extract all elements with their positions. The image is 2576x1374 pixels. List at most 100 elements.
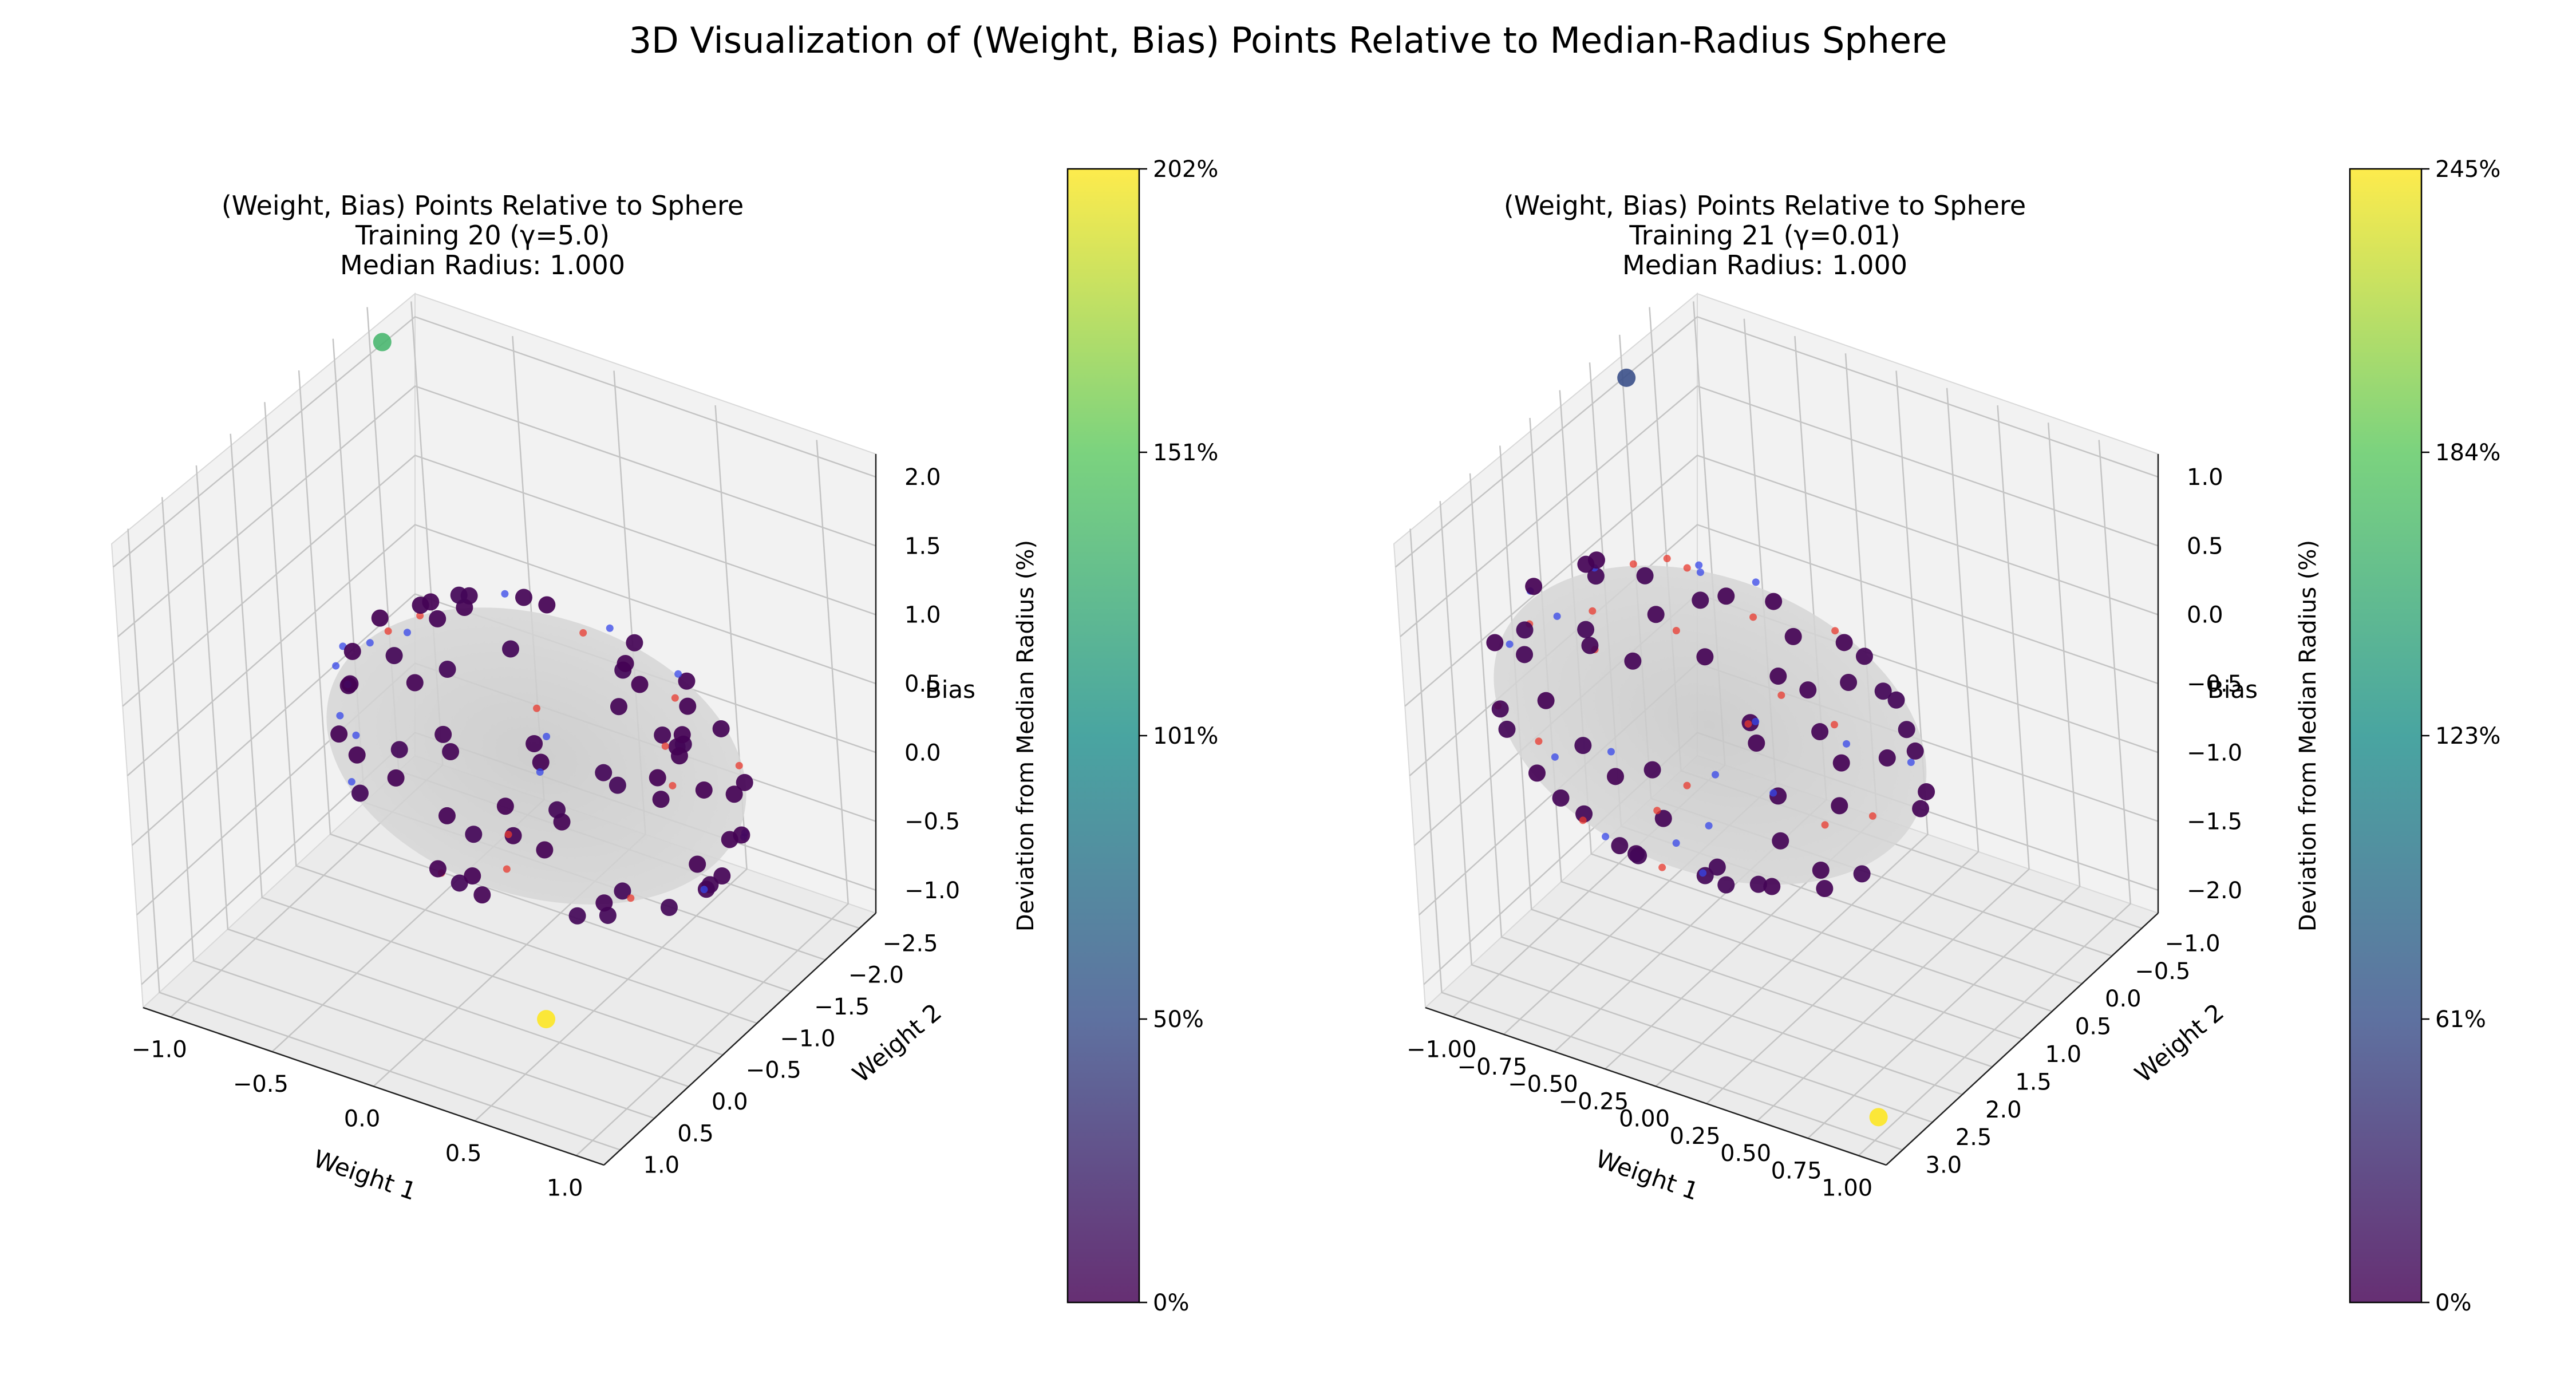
sphere-point [1551,753,1559,761]
sphere-point [390,741,408,759]
z-tick-label: −1.0 [2187,740,2242,766]
sphere-point [606,624,614,632]
sphere-point [1799,681,1817,699]
colorbar-tick-label: 202% [1153,156,1218,183]
x-tick-label: 0.00 [1619,1106,1670,1132]
sphere-point [1672,839,1680,847]
sphere-point [669,781,677,789]
y-tick-label: 0.5 [677,1120,714,1147]
x-axis-label: Weight 1 [310,1144,420,1206]
x-tick-label: 1.00 [1822,1175,1872,1202]
z-tick-label: −1.0 [904,878,960,904]
sphere-point [1528,764,1546,782]
colorbar-tick-label: 101% [1153,723,1218,749]
y-tick-label: −1.5 [814,994,870,1020]
sphere-point [1705,822,1713,830]
sphere-point [438,660,456,678]
sphere-point [1602,832,1610,840]
sphere-point [1912,800,1930,818]
colorbar-tick-label: 0% [1153,1290,1189,1316]
x-gridline [1655,370,1929,1087]
colorbar-tick-label: 245% [2435,156,2500,183]
sphere-point [330,725,348,743]
y-gridline [298,370,792,993]
x-tick-label: 0.5 [445,1140,482,1167]
sphere-point [406,674,424,692]
y-axis-line [1886,913,2159,1166]
sphere-point [1695,561,1703,569]
sphere-point [1784,627,1802,645]
sphere-point [403,629,411,637]
sphere-point [1830,721,1838,729]
z-tick-label: 0.5 [904,671,941,697]
sphere-point [609,776,626,794]
sphere-point [1765,593,1783,610]
sphere-point [371,609,389,627]
sphere-point [438,807,456,824]
x-gridline [1706,388,1980,1104]
colorbar-tick-label: 123% [2435,723,2500,749]
sphere-point [464,867,481,885]
sphere-point [1907,759,1915,767]
subplot-title-line: (Weight, Bias) Points Relative to Sphere [222,190,744,221]
sphere-point [1696,568,1704,577]
sphere-point [1506,640,1514,648]
x-tick-label: −0.25 [1559,1088,1629,1115]
y-tick-label: 2.5 [1955,1124,1992,1151]
sphere-point [1878,749,1896,767]
sphere-point [1491,700,1509,718]
sphere-point [1853,865,1871,883]
z-tick-label: 0.5 [2187,533,2223,559]
sphere-point [348,746,366,764]
sphere-point [568,907,586,925]
sphere-point [617,654,634,672]
sphere-point [1607,748,1615,756]
sphere-point [1643,761,1661,779]
z-tick-label: 0.0 [904,740,941,766]
sphere-point [1699,869,1707,877]
sphere-point [1498,720,1516,738]
colorbar-tick-label: 151% [1153,440,1218,466]
z-gridline [1404,455,2159,707]
z-axis-label: Bias [2207,676,2258,704]
sphere-point [1525,578,1543,595]
colorbar-label: Deviation from Median Radius (%) [1013,540,1039,931]
x-tick-label: 1.0 [547,1175,583,1202]
sphere-point [1812,862,1830,879]
sphere-point [670,747,688,765]
sphere-point [1552,789,1570,807]
sphere-point [1579,816,1587,824]
sphere-point [429,860,447,878]
z-tick-label: −0.5 [2187,671,2242,697]
sphere-point [1763,878,1781,895]
sphere-point [501,640,519,658]
y-tick-label: 2.0 [1985,1097,2022,1123]
y-gridline [161,497,655,1119]
y-gridline [1469,473,1963,1095]
x-tick-label: 0.0 [344,1106,381,1132]
sphere-point [384,627,392,635]
colorbar-label: Deviation from Median Radius (%) [2295,540,2321,931]
y-gridline [1409,528,1903,1151]
sphere-point [1887,691,1905,709]
sphere-point [649,769,666,787]
x-axis-line [1425,1006,1887,1166]
sphere-point [1574,737,1592,755]
colorbar-tick-label: 0% [2435,1290,2471,1316]
y-gridline [1499,445,1993,1068]
sphere-point [736,773,753,791]
sphere-point [451,874,468,892]
z-gridline [127,524,876,776]
sphere-point [735,761,743,769]
sphere-point [1606,768,1624,785]
y-tick-label: 0.0 [712,1089,748,1115]
sphere-point [1663,555,1671,563]
sphere-point [1581,637,1599,654]
z-axis-label: Bias [925,676,975,704]
sphere-point [1811,723,1829,741]
z-gridline [1394,315,2159,568]
sphere-point [1672,627,1680,635]
x-gridline [474,405,748,1122]
sphere-point [1748,735,1765,752]
